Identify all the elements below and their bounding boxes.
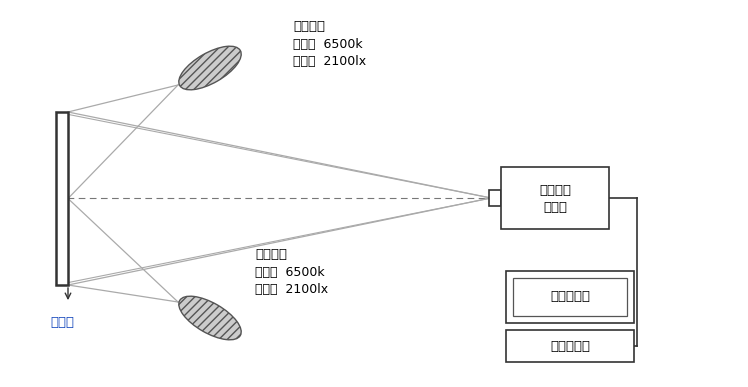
Text: 网络接口: 网络接口: [539, 184, 571, 197]
Polygon shape: [506, 271, 634, 323]
Polygon shape: [56, 112, 68, 285]
Text: 测试图: 测试图: [50, 317, 74, 329]
Polygon shape: [506, 330, 634, 362]
Text: 摄像机: 摄像机: [543, 201, 567, 214]
Text: 光照条件: 光照条件: [255, 248, 287, 261]
Polygon shape: [489, 190, 501, 206]
Text: 照度：  2100lx: 照度： 2100lx: [293, 55, 366, 68]
Text: 图形工作站: 图形工作站: [550, 339, 590, 353]
Text: 光照条件: 光照条件: [293, 20, 325, 33]
Ellipse shape: [179, 46, 241, 90]
Text: 色温：  6500k: 色温： 6500k: [293, 38, 363, 51]
Text: 照度：  2100lx: 照度： 2100lx: [255, 283, 328, 296]
Text: 色温：  6500k: 色温： 6500k: [255, 266, 325, 279]
Ellipse shape: [179, 296, 241, 340]
Polygon shape: [501, 167, 609, 229]
Text: 高清显示器: 高清显示器: [550, 291, 590, 303]
